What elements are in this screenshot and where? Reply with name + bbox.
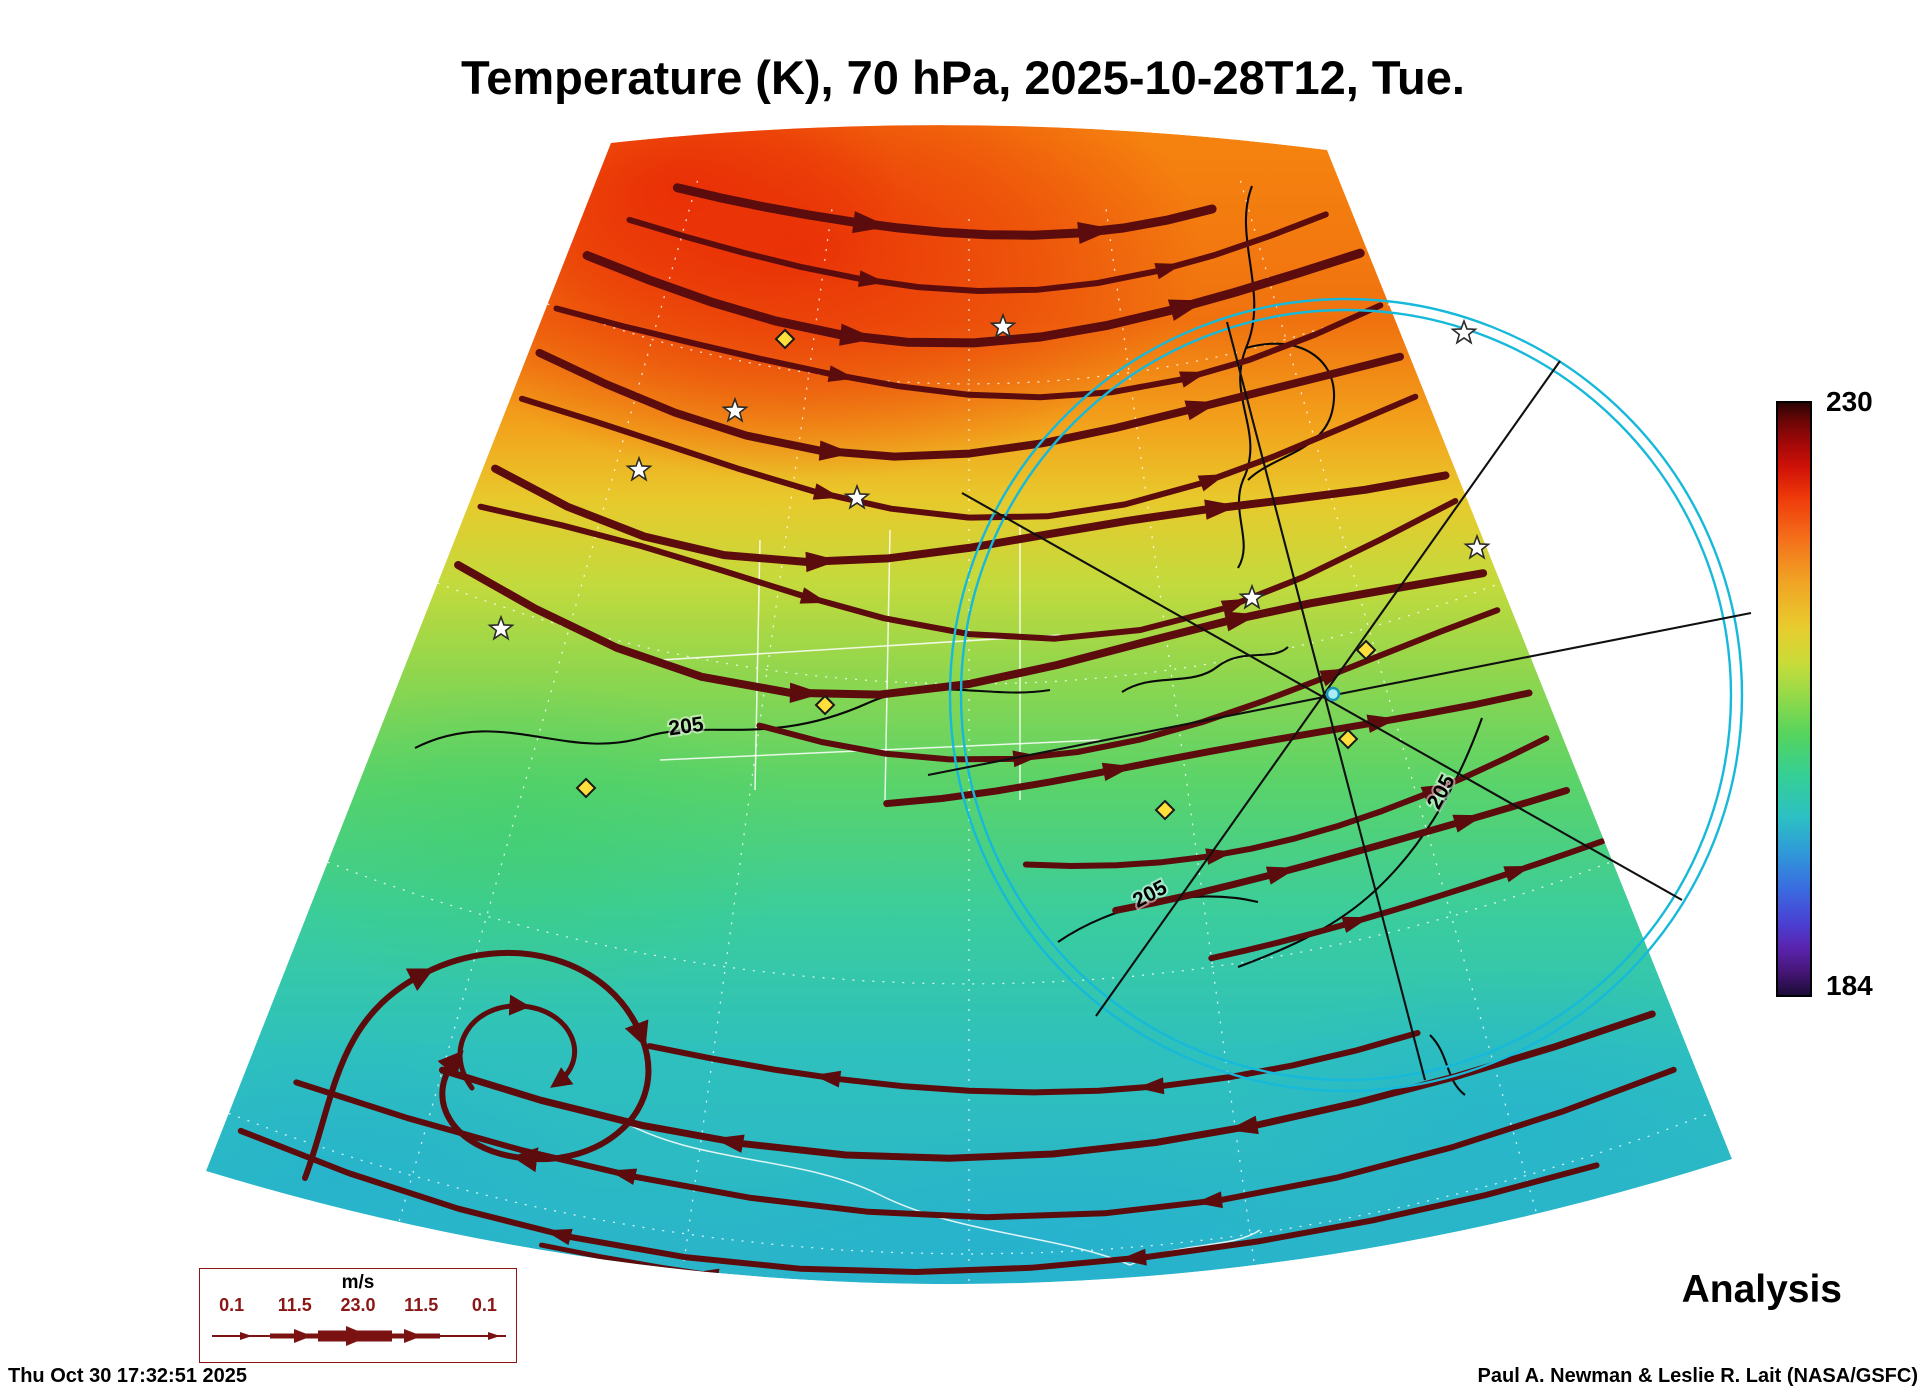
temperature-colorbar [1776,401,1812,997]
range-rings [948,297,1744,1093]
wind-speed-label: 11.5 [277,1295,312,1315]
colorbar-max-label: 230 [1826,386,1873,417]
station-star-marker [1451,320,1477,344]
range-center-marker [1325,686,1341,702]
wind-legend-units-label: m/s [341,1272,375,1293]
contour-label: 205 [667,713,705,741]
generation-timestamp: Thu Oct 30 17:32:51 2025 [8,1365,248,1387]
wind-legend-values: 0.1 11.5 23.0 11.5 0.1 [200,1293,516,1317]
credit-text: Paul A. Newman & Leslie R. Lait (NASA/GS… [1477,1365,1918,1387]
wind-arrow-scale-icon [212,1326,506,1346]
wind-speed-label: 23.0 [340,1295,376,1315]
wind-speed-label: 11.5 [404,1295,439,1315]
colorbar-min-label: 184 [1826,970,1873,1001]
wind-speed-label: 0.1 [219,1295,245,1315]
analysis-mode-label: Analysis [1681,1268,1842,1311]
wind-speed-label: 0.1 [471,1295,497,1315]
page-title: Temperature (K), 70 hPa, 2025-10-28T12, … [461,51,1465,104]
wind-speed-legend: m/s 0.1 11.5 23.0 11.5 0.1 [199,1268,517,1363]
